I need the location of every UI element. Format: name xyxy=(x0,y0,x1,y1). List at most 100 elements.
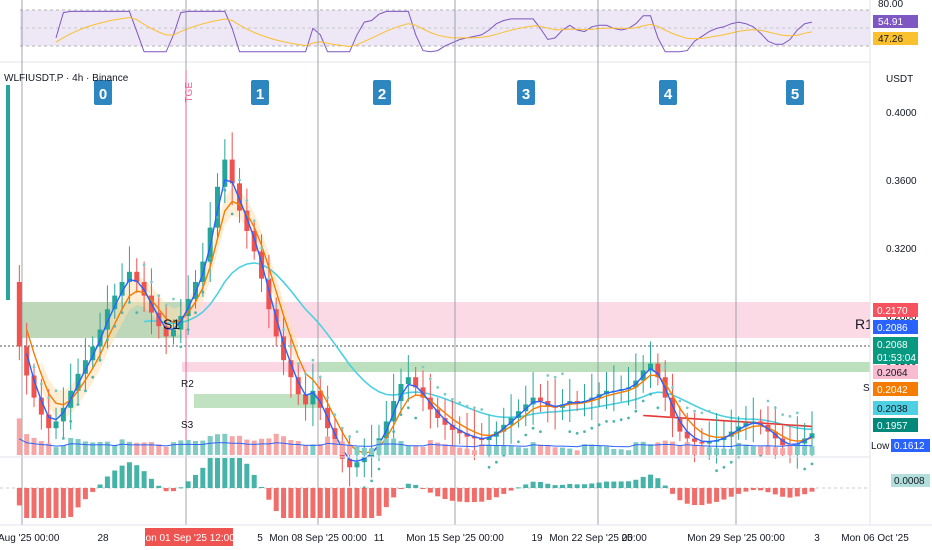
volume-bar xyxy=(38,441,44,455)
psar-dot xyxy=(428,377,432,381)
psar-dot xyxy=(76,403,80,406)
volume-bar xyxy=(581,444,587,455)
psar-dot xyxy=(201,290,205,294)
macd-bar xyxy=(303,488,309,518)
psar-dot xyxy=(480,408,484,411)
volume-bar xyxy=(295,441,301,455)
macd-bar xyxy=(148,478,154,488)
psar-dot xyxy=(568,430,572,433)
wave-labels: 0 1 2 3 4 5 xyxy=(94,80,804,105)
candle-body xyxy=(310,390,316,405)
psar-dot xyxy=(707,409,711,413)
volume-bar xyxy=(383,439,389,455)
candle-body xyxy=(758,421,764,425)
candle-body xyxy=(442,418,448,425)
psar-dot xyxy=(627,416,630,420)
candle-body xyxy=(699,441,705,444)
macd-bar xyxy=(721,488,727,500)
psar-dot xyxy=(788,414,792,418)
macd-bar xyxy=(809,488,815,492)
volume-bar xyxy=(537,444,543,455)
macd-bar xyxy=(68,488,74,517)
psar-dot xyxy=(450,397,454,401)
macd-bar xyxy=(611,481,617,488)
volume-bar xyxy=(229,436,235,455)
volume-bar xyxy=(802,444,808,455)
candle-body xyxy=(457,429,463,434)
macd-bar xyxy=(486,488,492,500)
candle-body xyxy=(655,363,661,378)
psar-dot xyxy=(421,365,425,369)
price-badge-text: 0.2064 xyxy=(877,368,908,379)
psar-dot xyxy=(274,304,278,308)
rsi-line xyxy=(55,10,813,53)
macd-bar xyxy=(787,488,793,498)
macd-bar xyxy=(361,488,367,518)
macd-bar xyxy=(60,488,66,518)
candle-body xyxy=(471,436,477,439)
candle-body xyxy=(303,394,309,405)
wave-label-box xyxy=(517,80,535,105)
zone-label-s1: S1 xyxy=(163,316,180,332)
candle-body xyxy=(354,462,360,468)
volume-bars xyxy=(16,418,815,455)
price-badge-text: 0.1957 xyxy=(877,421,908,432)
macd-bar xyxy=(648,474,654,488)
candle-body xyxy=(251,231,257,252)
macd-bar xyxy=(545,483,551,488)
psar-dot xyxy=(216,216,219,219)
volume-bar xyxy=(310,444,316,455)
volume-bar xyxy=(457,447,463,455)
macd-bar xyxy=(508,488,514,491)
volume-bar xyxy=(281,436,287,455)
macd-bar xyxy=(178,487,184,489)
macd-bar xyxy=(552,485,558,488)
candle-body xyxy=(486,436,492,441)
psar-dot xyxy=(69,420,73,423)
price-axis[interactable]: 80.00 54.91 47.26 USDT 0.4000 0.3600 0.320… xyxy=(869,0,932,525)
ema-blue-line xyxy=(26,179,813,463)
macd-bar xyxy=(706,488,712,504)
wave-label: 2 xyxy=(378,86,386,103)
macd-bar xyxy=(655,478,661,488)
volume-bar xyxy=(567,448,573,455)
time-label-highlight xyxy=(145,528,233,546)
ema-orange-line xyxy=(26,200,813,454)
psar-dot xyxy=(553,375,557,379)
volume-bar xyxy=(794,444,800,455)
psar-dot xyxy=(83,389,87,393)
psar-dot xyxy=(340,426,344,430)
macd-bar xyxy=(215,458,221,488)
macd-bar xyxy=(288,488,294,518)
price-badges: 0.2170 0.2086 0.2068 01:53:04 0.2064 0.2042 0.… xyxy=(873,303,918,432)
macd-value-badge xyxy=(891,474,930,487)
psar-dot xyxy=(120,311,124,314)
macd-bar xyxy=(185,481,191,488)
volume-bar xyxy=(361,447,367,455)
psar-dot xyxy=(208,256,212,260)
volume-bar xyxy=(750,446,756,455)
volume-bar xyxy=(376,440,382,455)
volume-bar xyxy=(574,450,580,455)
psar-dot xyxy=(54,389,58,393)
tge-label: TGE xyxy=(184,82,195,103)
macd-bar xyxy=(75,488,81,508)
volume-low-label: Low xyxy=(871,441,890,452)
volume-bar xyxy=(420,446,426,455)
macd-bar xyxy=(24,488,30,518)
rsi-ma-value: 47.26 xyxy=(878,34,903,45)
psar-dot xyxy=(766,399,770,403)
macd-bar xyxy=(413,484,419,488)
psar-dot xyxy=(348,435,352,439)
macd-bar xyxy=(515,487,521,489)
macd-bar xyxy=(692,488,698,506)
macd-bar xyxy=(104,476,110,488)
psar-dot xyxy=(282,328,285,331)
macd-bar xyxy=(97,484,103,488)
time-label: 5 xyxy=(257,533,263,544)
volume-bar xyxy=(515,447,521,455)
price-badge-text: 0.2086 xyxy=(877,323,908,334)
psar-dot xyxy=(142,263,146,267)
